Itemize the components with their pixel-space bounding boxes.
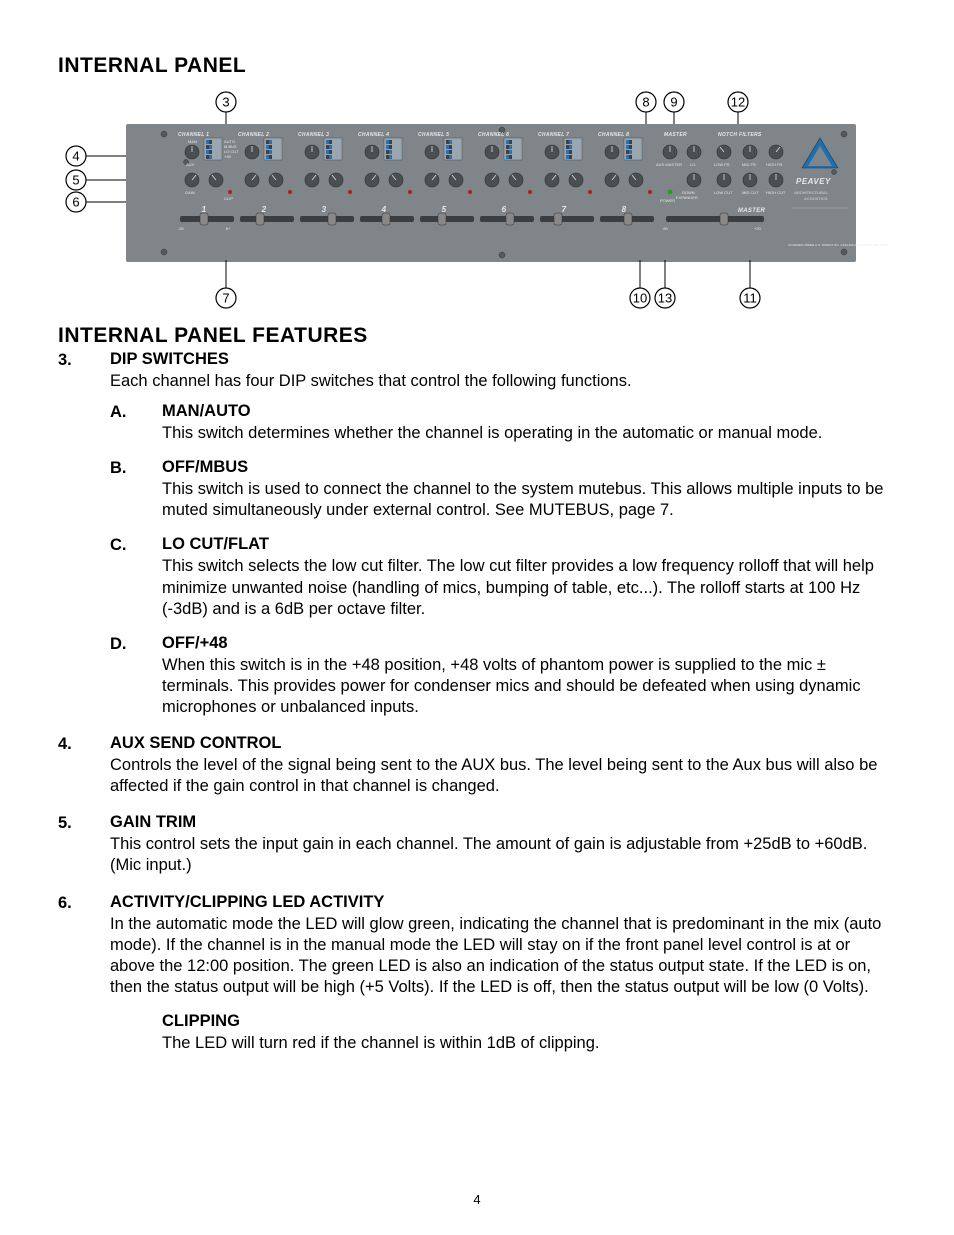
section-3: 3. DIP SWITCHES Each channel has four DI… — [58, 350, 896, 718]
section-6-clipping: CLIPPING The LED will turn red if the ch… — [162, 1012, 896, 1054]
svg-text:MASTER: MASTER — [738, 208, 765, 214]
svg-text:NOTCH FILTERS: NOTCH FILTERS — [718, 132, 762, 138]
svg-text:MID CUT: MID CUT — [742, 190, 759, 195]
svg-text:LOW CUT: LOW CUT — [714, 190, 733, 195]
svg-text:CHANNEL 6: CHANNEL 6 — [478, 132, 509, 138]
svg-text:+20: +20 — [754, 226, 762, 231]
internal-panel-diagram: CHANNEL 1 MANAUTO OFFM.BUS FLATLO CUT OF… — [36, 84, 876, 314]
svg-text:CHANNEL 8: CHANNEL 8 — [598, 132, 629, 138]
svg-text:4: 4 — [381, 205, 387, 214]
page-number: 4 — [0, 1192, 954, 1207]
section-number: 3. — [58, 350, 110, 718]
svg-text:5: 5 — [442, 205, 447, 214]
svg-text:13: 13 — [658, 291, 672, 306]
page-title-top: INTERNAL PANEL — [58, 54, 896, 78]
section-6: 6. ACTIVITY/CLIPPING LED ACTIVITY In the… — [58, 893, 896, 1055]
svg-text:ARCHITECTURAL: ARCHITECTURAL — [794, 190, 829, 195]
svg-text:CHANNEL 4: CHANNEL 4 — [358, 132, 389, 138]
svg-text:COVERED UNDER U.S. PATENT NO.: COVERED UNDER U.S. PATENT NO. 4,344,349 … — [788, 243, 888, 247]
callout-13: 13 — [655, 288, 675, 308]
callout-5: 5 — [66, 170, 86, 190]
section-4: 4. AUX SEND CONTROL Controls the level o… — [58, 734, 896, 797]
svg-text:3: 3 — [322, 205, 327, 214]
callout-9: 9 — [664, 92, 684, 112]
svg-text:6: 6 — [502, 205, 507, 214]
svg-text:EXPANDER: EXPANDER — [676, 195, 698, 200]
svg-text:12: 12 — [731, 95, 745, 110]
svg-text:HIGH CUT: HIGH CUT — [766, 190, 786, 195]
svg-text:POWER: POWER — [660, 198, 675, 203]
section-3a: A. MAN/AUTO This switch determines wheth… — [110, 402, 896, 444]
callout-6: 6 — [66, 192, 86, 212]
callout-7: 7 — [216, 288, 236, 308]
section-title: DIP SWITCHES — [110, 350, 896, 369]
svg-text:+48: +48 — [224, 154, 232, 159]
callout-10: 10 — [630, 288, 650, 308]
svg-text:-50: -50 — [178, 226, 185, 231]
svg-text:2: 2 — [261, 205, 267, 214]
svg-text:CHANNEL 7: CHANNEL 7 — [538, 132, 569, 138]
panel-body: CHANNEL 1 MANAUTO OFFM.BUS FLATLO CUT OF… — [126, 124, 888, 262]
callout-11: 11 — [740, 288, 760, 308]
svg-text:7: 7 — [562, 205, 567, 214]
svg-text:11: 11 — [743, 291, 757, 306]
callout-3: 3 — [216, 92, 236, 112]
section-3b: B. OFF/MBUS This switch is used to conne… — [110, 458, 896, 521]
svg-text:LO: LO — [690, 162, 695, 167]
svg-text:AUX: AUX — [186, 162, 195, 167]
svg-text:MASTER: MASTER — [664, 132, 687, 138]
svg-text:6+: 6+ — [226, 226, 231, 231]
svg-text:-60: -60 — [662, 226, 669, 231]
page: INTERNAL PANEL — [0, 0, 954, 1235]
callout-12: 12 — [728, 92, 748, 112]
svg-text:AUX MASTER: AUX MASTER — [656, 162, 682, 167]
section-text: Each channel has four DIP switches that … — [110, 371, 896, 392]
features-heading: INTERNAL PANEL FEATURES — [58, 324, 896, 348]
svg-text:PEAVEY: PEAVEY — [796, 177, 831, 186]
svg-text:HIGH FR.: HIGH FR. — [766, 162, 784, 167]
section-3d: D. OFF/+48 When this switch is in the +4… — [110, 634, 896, 718]
callout-lines-bottom — [226, 260, 750, 288]
svg-text:6: 6 — [72, 195, 79, 210]
svg-text:CHANNEL 5: CHANNEL 5 — [418, 132, 449, 138]
svg-text:CHANNEL 1: CHANNEL 1 — [178, 132, 209, 138]
svg-text:8: 8 — [642, 95, 649, 110]
svg-text:CLIP: CLIP — [224, 196, 233, 201]
svg-text:CHANNEL 2: CHANNEL 2 — [238, 132, 269, 138]
callout-4: 4 — [66, 146, 86, 166]
svg-text:CHANNEL 3: CHANNEL 3 — [298, 132, 329, 138]
svg-text:ACOUSTICS: ACOUSTICS — [804, 196, 828, 201]
svg-text:1: 1 — [202, 205, 207, 214]
svg-text:8: 8 — [622, 205, 627, 214]
svg-text:4: 4 — [72, 149, 79, 164]
section-3c: C. LO CUT/FLAT This switch selects the l… — [110, 535, 896, 619]
svg-text:5: 5 — [72, 173, 79, 188]
svg-text:7: 7 — [222, 291, 229, 306]
svg-text:9: 9 — [670, 95, 677, 110]
svg-text:GAIN: GAIN — [185, 190, 195, 195]
svg-text:3: 3 — [222, 95, 229, 110]
svg-text:LOW FR.: LOW FR. — [714, 162, 731, 167]
svg-text:MID FR.: MID FR. — [742, 162, 757, 167]
svg-text:10: 10 — [633, 291, 647, 306]
callout-8: 8 — [636, 92, 656, 112]
section-5: 5. GAIN TRIM This control sets the input… — [58, 813, 896, 876]
